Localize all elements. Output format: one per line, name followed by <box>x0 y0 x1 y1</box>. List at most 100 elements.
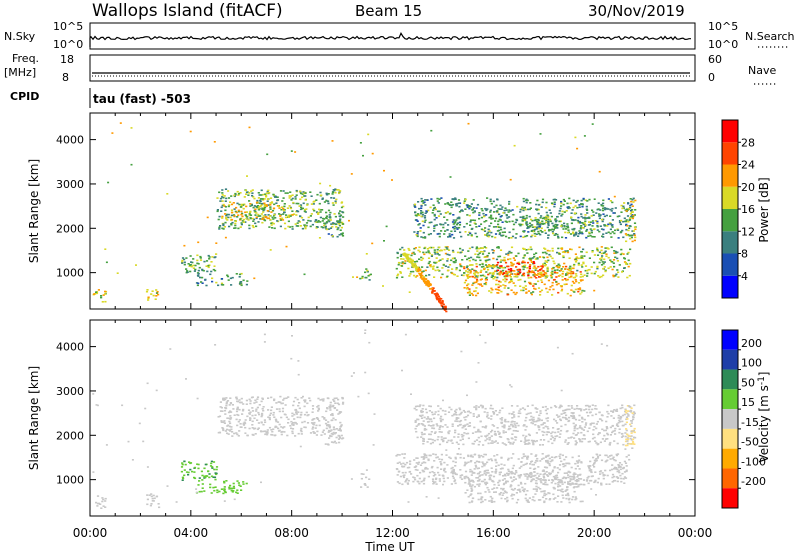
scatter-cell <box>328 216 331 218</box>
scatter-cell <box>245 403 248 405</box>
scatter-cell <box>624 209 627 211</box>
scatter-cell <box>627 259 630 262</box>
scatter-cell <box>470 256 473 259</box>
scatter-cell <box>547 215 550 217</box>
scatter-cell <box>436 200 439 202</box>
scatter-cell <box>469 219 473 221</box>
scatter-cell <box>480 496 483 498</box>
scatter-cell <box>411 260 414 263</box>
scatter-cell <box>567 405 570 407</box>
scatter-cell <box>619 223 622 226</box>
scatter-cell <box>572 276 575 279</box>
scatter-cell <box>463 267 466 270</box>
scatter-cell <box>471 489 474 491</box>
scatter-cell <box>509 471 512 473</box>
scatter-cell <box>295 189 298 192</box>
scatter-cell <box>634 236 637 239</box>
scatter-cell <box>213 489 216 492</box>
power-cells <box>92 122 637 313</box>
scatter-cell <box>236 408 239 411</box>
scatter-cell <box>471 500 474 502</box>
scatter-cell <box>513 421 516 423</box>
scatter-cell <box>553 269 557 272</box>
scatter-cell <box>407 253 410 256</box>
scatter-cell <box>496 276 499 279</box>
scatter-cell <box>200 470 203 473</box>
scatter-cell <box>568 197 571 200</box>
scatter-cell <box>511 235 515 238</box>
scatter-cell <box>341 396 344 399</box>
scatter-cell <box>579 276 582 278</box>
scatter-cell <box>577 235 580 237</box>
scatter-cell <box>239 192 242 194</box>
scatter-cell <box>240 210 243 213</box>
scatter-cell <box>632 418 635 421</box>
scatter-cell <box>403 474 406 476</box>
scatter-cell <box>522 209 525 212</box>
scatter-cell <box>428 221 431 224</box>
scatter-cell <box>547 259 550 262</box>
scatter-cell <box>539 499 542 501</box>
scatter-cell <box>433 215 436 217</box>
scatter-cell <box>261 408 264 410</box>
scatter-cell <box>542 263 545 265</box>
scatter-cell <box>245 214 248 217</box>
scatter-cell <box>281 402 284 405</box>
scatter-cell <box>285 214 288 216</box>
scatter-cell <box>579 425 582 427</box>
scatter-cell <box>532 475 536 477</box>
scatter-cell <box>272 414 275 416</box>
scatter-cell <box>617 417 620 419</box>
scatter-cell <box>274 434 277 436</box>
scatter-cell <box>555 456 558 458</box>
scatter-cell <box>423 277 426 280</box>
scatter-cell <box>432 482 435 485</box>
scatter-cell <box>322 217 325 220</box>
scatter-cell <box>256 199 259 202</box>
scatter-cell <box>423 425 426 427</box>
scatter-cell <box>294 198 297 200</box>
scatter-cell <box>494 410 497 412</box>
scatter-cell <box>527 442 530 444</box>
scatter-cell <box>545 201 548 204</box>
scatter-cell <box>235 398 238 400</box>
scatter-cell <box>607 412 610 415</box>
scatter-cell <box>574 440 577 442</box>
scatter-cell <box>296 398 299 401</box>
scatter-cell <box>395 267 398 270</box>
scatter-cell <box>466 214 469 216</box>
scatter-cell <box>97 289 100 291</box>
scatter-cell <box>570 212 573 214</box>
scatter-cell <box>484 234 487 236</box>
scatter-cell <box>586 275 589 277</box>
scatter-cell <box>551 272 554 275</box>
scatter-cell <box>218 226 221 229</box>
scatter-cell <box>485 271 488 273</box>
scatter-cell <box>452 273 455 276</box>
scatter-cell <box>478 212 481 214</box>
scatter-cell <box>252 218 256 221</box>
scatter-cell <box>526 252 529 254</box>
scatter-cell <box>600 257 603 259</box>
scatter-cell <box>262 406 265 408</box>
scatter-cell <box>478 485 481 487</box>
scatter-cell <box>483 411 486 413</box>
scatter-cell <box>423 281 427 283</box>
scatter-cell <box>190 261 193 263</box>
scatter-cell <box>507 268 510 271</box>
scatter-cell <box>438 246 441 249</box>
scatter-cell <box>420 436 423 438</box>
scatter-cell <box>480 454 483 457</box>
scatter-cell <box>553 205 556 208</box>
scatter-cell <box>194 268 197 271</box>
scatter-cell <box>510 268 513 270</box>
scatter-cell <box>507 254 510 256</box>
scatter-cell <box>446 253 449 256</box>
scatter-cell <box>436 293 439 296</box>
scatter-cell <box>254 214 257 216</box>
scatter-cell <box>604 269 607 272</box>
scatter-cell <box>558 436 561 438</box>
scatter-cell <box>368 279 371 281</box>
scatter-cell <box>503 424 506 426</box>
scatter-cell <box>539 444 542 446</box>
